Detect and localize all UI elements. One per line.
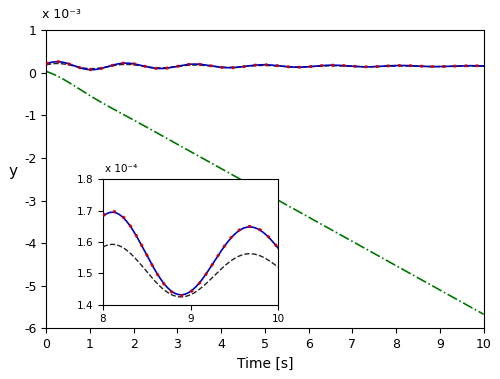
- Y-axis label: y: y: [8, 164, 18, 179]
- Text: x 10⁻³: x 10⁻³: [42, 8, 80, 21]
- X-axis label: Time [s]: Time [s]: [236, 357, 293, 371]
